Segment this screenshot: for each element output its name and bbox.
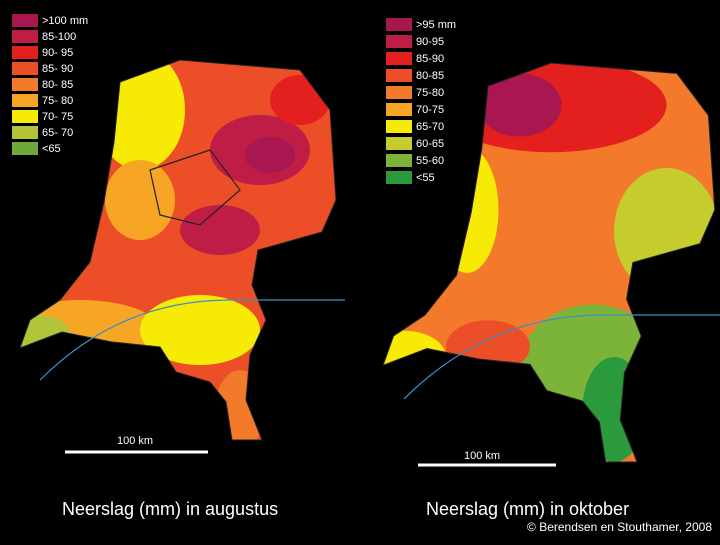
legend-swatch — [12, 46, 38, 59]
legend-swatch — [12, 30, 38, 43]
scale-label: 100 km — [464, 450, 500, 462]
legend-swatch — [386, 103, 412, 116]
legend-swatch — [386, 18, 412, 31]
legend-label: >95 mm — [416, 19, 456, 31]
legend-label: 85-100 — [42, 31, 76, 43]
legend-swatch — [386, 52, 412, 65]
legend-label: 75- 80 — [42, 95, 73, 107]
legend-swatch — [12, 142, 38, 155]
legend-swatch — [12, 62, 38, 75]
legend-swatch — [12, 94, 38, 107]
legend-swatch — [386, 171, 412, 184]
legend-label: 90-95 — [416, 36, 444, 48]
legend-label: 55-60 — [416, 155, 444, 167]
legend-label: 80-85 — [416, 70, 444, 82]
credit: © Berendsen en Stouthamer, 2008 — [527, 520, 712, 534]
legend-label: 70- 75 — [42, 111, 73, 123]
legend-label: 65- 70 — [42, 127, 73, 139]
legend-swatch — [12, 78, 38, 91]
legend-august: >100 mm 85-100 90- 95 85- 90 80- 85 75- 80 70-… — [12, 14, 88, 155]
legend-swatch — [12, 126, 38, 139]
legend-swatch — [386, 120, 412, 133]
legend-label: >100 mm — [42, 15, 88, 27]
caption: Neerslag (mm) in oktober — [426, 499, 629, 519]
legend-label: 70-75 — [416, 104, 444, 116]
legend-swatch — [386, 154, 412, 167]
legend-swatch — [386, 86, 412, 99]
legend-label: <55 — [416, 172, 435, 184]
legend-label: 80- 85 — [42, 79, 73, 91]
scale-label: 100 km — [117, 435, 153, 447]
legend-label: <65 — [42, 143, 61, 155]
legend-swatch — [12, 110, 38, 123]
legend-swatch — [12, 14, 38, 27]
caption: Neerslag (mm) in augustus — [62, 499, 278, 519]
legend-label: 85- 90 — [42, 63, 73, 75]
legend-label: 65-70 — [416, 121, 444, 133]
legend-label: 85-90 — [416, 53, 444, 65]
legend-label: 90- 95 — [42, 47, 73, 59]
legend-swatch — [386, 69, 412, 82]
legend-swatch — [386, 137, 412, 150]
legend-label: 75-80 — [416, 87, 444, 99]
legend-swatch — [386, 35, 412, 48]
legend-label: 60-65 — [416, 138, 444, 150]
legend-october: >95 mm 90-95 85-90 80-85 75-80 70-75 65-70 60-6… — [386, 18, 456, 184]
